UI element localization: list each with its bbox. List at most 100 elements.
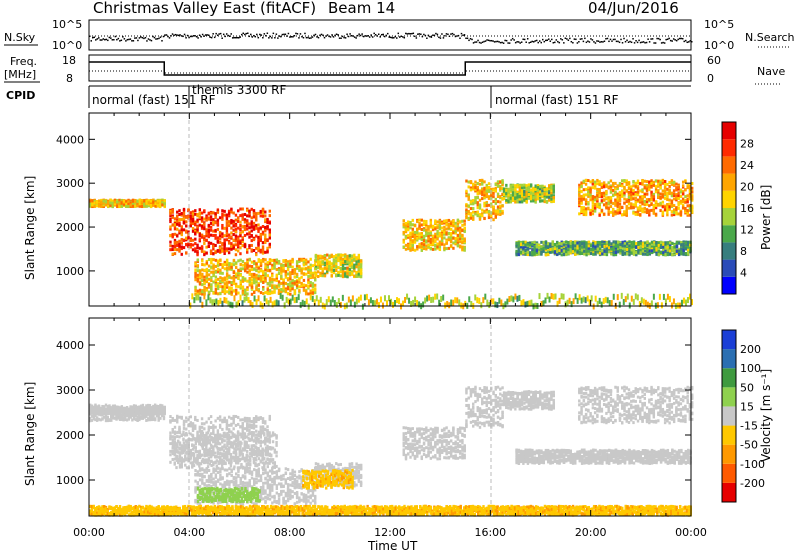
power-cell <box>445 222 448 226</box>
power-cell <box>636 185 640 189</box>
power-cell <box>657 183 660 187</box>
power-cell <box>525 193 528 197</box>
power-cell <box>138 198 142 202</box>
power-cell <box>191 217 195 221</box>
power-cell <box>317 270 320 274</box>
power-cell <box>411 218 414 222</box>
power-cell <box>528 251 532 255</box>
power-cell <box>409 238 412 242</box>
power-cell <box>611 201 615 205</box>
power-cell <box>149 203 153 207</box>
power-cell <box>474 187 477 191</box>
noise-point <box>299 33 302 35</box>
power-cell <box>625 198 628 202</box>
noise-point <box>511 37 514 40</box>
power-cell <box>326 264 329 268</box>
power-cell <box>266 288 269 292</box>
noise-point <box>120 39 123 42</box>
power-cell <box>262 279 265 283</box>
power-cell <box>203 227 206 231</box>
power-cell <box>593 209 597 213</box>
power-cell <box>601 252 604 256</box>
power-cell <box>140 200 144 204</box>
power-cell <box>496 180 500 184</box>
power-cell <box>191 227 195 231</box>
power-cell <box>527 192 531 196</box>
power-cell <box>176 227 179 231</box>
power-cell <box>230 235 233 239</box>
noise-point <box>499 41 502 44</box>
power-cell <box>346 266 349 270</box>
power-cell <box>120 198 124 202</box>
power-cell <box>248 269 251 273</box>
power-cell <box>431 240 435 244</box>
power-cell <box>425 234 428 238</box>
power-cell <box>409 244 412 248</box>
power-cell <box>458 228 462 232</box>
power-cell <box>610 242 613 246</box>
power-cell <box>241 260 245 264</box>
power-cell <box>609 205 613 209</box>
power-cell <box>284 263 288 267</box>
power-cell <box>286 262 290 266</box>
power-cell <box>248 209 251 213</box>
power-cell <box>116 205 119 209</box>
power-cell <box>227 236 231 240</box>
power-cell <box>627 185 631 189</box>
noise-point <box>517 41 520 43</box>
noise-point <box>317 36 320 39</box>
power-cell <box>244 288 247 292</box>
power-cell <box>234 224 238 228</box>
power-cell <box>481 178 484 182</box>
power-cell <box>648 185 651 189</box>
power-cell <box>116 200 119 204</box>
power-cell <box>452 221 455 225</box>
power-cell <box>524 252 527 256</box>
noise-point <box>233 36 235 39</box>
power-cell <box>212 291 215 295</box>
power-cell <box>268 228 271 232</box>
power-cell <box>516 193 519 197</box>
power-cell <box>227 251 231 255</box>
power-cell <box>413 237 417 241</box>
power-cell <box>679 199 683 203</box>
noise-point <box>584 37 586 40</box>
power-cell <box>409 226 412 230</box>
power-cell <box>268 262 272 266</box>
noise-point <box>116 38 118 41</box>
power-cell <box>611 212 615 216</box>
power-cell <box>198 274 202 278</box>
power-cell <box>627 197 631 201</box>
power-cell <box>543 191 546 195</box>
power-cell <box>478 191 482 195</box>
power-cell <box>603 241 606 245</box>
power-cell <box>239 269 242 273</box>
power-cell <box>587 207 590 211</box>
power-cell <box>548 198 551 202</box>
power-cell <box>250 268 254 272</box>
power-cell <box>422 219 426 223</box>
power-cell <box>200 245 204 249</box>
power-cell <box>230 290 233 294</box>
noise-point <box>365 35 368 37</box>
power-cell <box>313 283 317 287</box>
power-cell <box>228 288 231 292</box>
plot-title: Christmas Valley East (fitACF) <box>93 0 316 17</box>
power-cell <box>583 249 586 253</box>
power-cell <box>335 259 338 263</box>
noise-point <box>447 33 449 36</box>
power-cell <box>425 219 428 223</box>
noise-point <box>247 32 249 35</box>
power-cell <box>131 198 135 202</box>
power-cell <box>205 232 208 236</box>
power-cell <box>552 195 555 199</box>
power-cell <box>178 229 181 233</box>
power-cell <box>246 214 249 218</box>
power-cell <box>214 233 217 237</box>
power-cell <box>359 265 363 269</box>
power-cell <box>523 198 526 202</box>
power-cell <box>259 291 263 295</box>
power-cell <box>485 192 488 196</box>
power-cell <box>641 200 644 204</box>
power-cell <box>246 263 249 267</box>
